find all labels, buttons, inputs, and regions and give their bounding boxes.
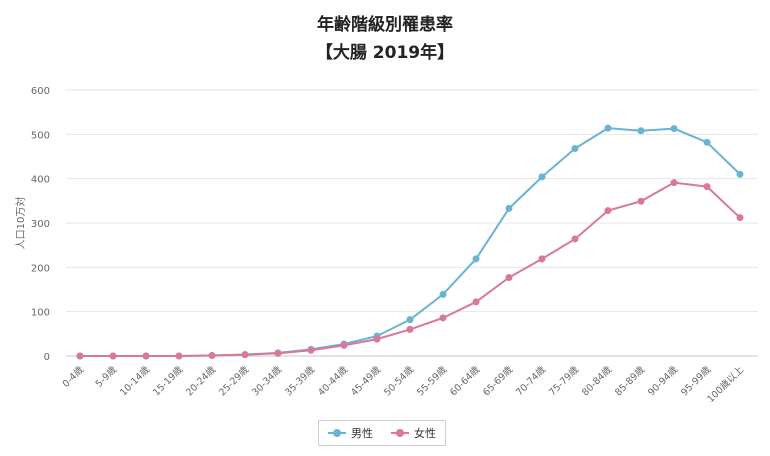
y-tick-label: 500: [31, 130, 50, 141]
x-tick-label: 65-69歳: [480, 363, 515, 398]
x-tick-label: 80-84歳: [579, 363, 614, 398]
y-tick-label: 200: [31, 263, 50, 274]
chart-subtitle: 【大腸 2019年】: [315, 43, 455, 63]
data-point-male: [736, 170, 744, 178]
x-tick-label: 35-39歳: [282, 363, 317, 398]
x-tick-label: 50-54歳: [381, 363, 416, 398]
y-tick-label: 0: [44, 352, 50, 363]
data-point-male: [505, 204, 513, 212]
data-point-female: [175, 352, 183, 360]
y-tick-label: 100: [31, 308, 50, 319]
data-point-female: [109, 352, 117, 360]
x-tick-label: 40-44歳: [315, 363, 350, 398]
data-point-female: [472, 298, 480, 306]
x-tick-label: 85-89歳: [612, 363, 647, 398]
data-point-male: [538, 173, 546, 181]
x-tick-label: 100歳以上: [705, 363, 747, 405]
data-point-female: [307, 346, 315, 354]
legend-item-male[interactable]: 男性: [328, 425, 373, 441]
data-point-female: [373, 335, 381, 343]
y-axis-label: 人口10万対: [14, 197, 27, 250]
data-point-female: [142, 352, 150, 360]
legend-marker-male: [328, 428, 346, 438]
x-tick-label: 0-4歳: [60, 363, 87, 390]
data-point-female: [340, 341, 348, 349]
data-point-male: [406, 316, 414, 324]
x-tick-label: 20-24歳: [183, 363, 218, 398]
x-tick-label: 90-94歳: [645, 363, 680, 398]
data-point-male: [604, 124, 612, 132]
data-point-female: [208, 352, 216, 360]
data-point-female: [637, 197, 645, 205]
chart-legend: 男性 女性: [318, 420, 446, 446]
data-point-female: [670, 179, 678, 187]
data-point-female: [439, 314, 447, 322]
x-tick-label: 45-49歳: [348, 363, 383, 398]
data-point-female: [76, 352, 84, 360]
x-tick-label: 30-34歳: [249, 363, 284, 398]
y-tick-label: 400: [31, 175, 50, 186]
legend-label-female: 女性: [414, 427, 436, 440]
chart-title: 年齢階級別罹患率: [317, 15, 453, 35]
y-tick-label: 600: [31, 86, 50, 97]
x-tick-label: 55-59歳: [414, 363, 449, 398]
data-point-male: [670, 125, 678, 133]
x-tick-label: 5-9歳: [93, 363, 120, 390]
legend-marker-female: [391, 428, 409, 438]
data-point-female: [406, 325, 414, 333]
data-point-male: [571, 145, 579, 153]
data-point-female: [736, 214, 744, 222]
data-point-male: [472, 255, 480, 263]
data-point-female: [241, 351, 249, 359]
data-point-male: [703, 138, 711, 146]
data-point-male: [439, 290, 447, 298]
x-tick-label: 10-14歳: [117, 363, 152, 398]
data-point-female: [538, 255, 546, 263]
y-tick-label: 300: [31, 219, 50, 230]
data-point-male: [637, 127, 645, 135]
data-point-female: [604, 207, 612, 215]
data-point-female: [274, 349, 282, 357]
x-tick-label: 25-29歳: [216, 363, 251, 398]
legend-label-male: 男性: [351, 427, 373, 440]
legend-item-female[interactable]: 女性: [391, 425, 436, 441]
x-tick-label: 15-19歳: [150, 363, 185, 398]
data-point-female: [505, 274, 513, 282]
x-tick-label: 75-79歳: [546, 363, 581, 398]
data-point-female: [703, 183, 711, 191]
x-tick-label: 60-64歳: [447, 363, 482, 398]
x-tick-label: 70-74歳: [513, 363, 548, 398]
data-point-female: [571, 235, 579, 243]
